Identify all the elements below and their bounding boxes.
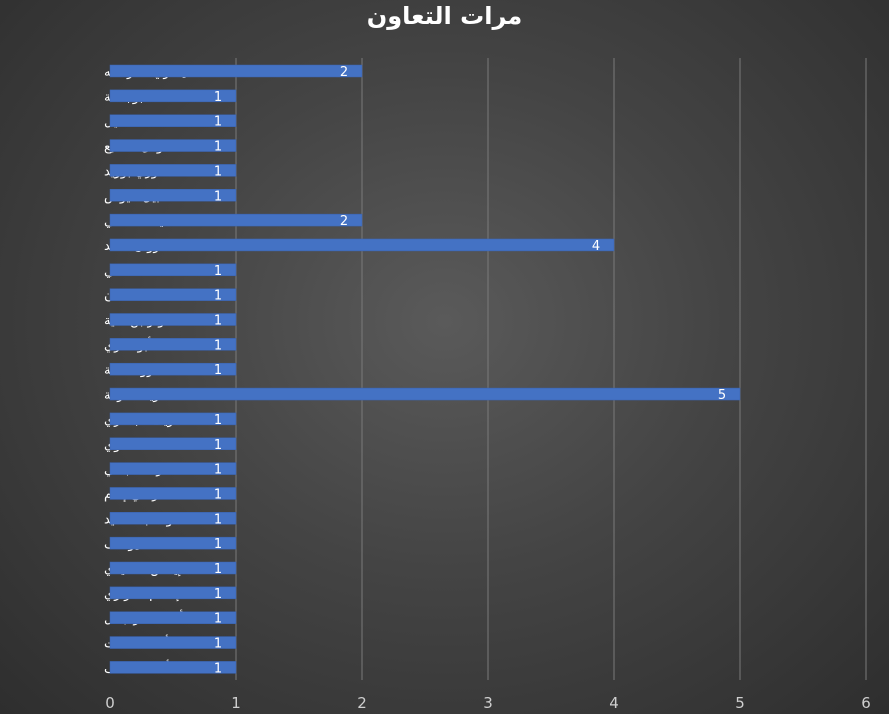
bar xyxy=(109,437,237,450)
data-label: 1 xyxy=(214,413,222,428)
x-tick-label: 0 xyxy=(105,694,115,712)
data-label: 1 xyxy=(214,612,222,627)
x-tick-label: 5 xyxy=(735,694,745,712)
bar xyxy=(109,238,615,252)
x-tick-label: 1 xyxy=(231,694,241,712)
bar xyxy=(109,636,237,649)
bar xyxy=(109,536,237,550)
data-label: 1 xyxy=(214,587,222,602)
data-label: 1 xyxy=(214,463,222,478)
bar xyxy=(109,288,237,301)
bar xyxy=(109,189,237,202)
bar xyxy=(109,586,237,600)
data-label: 1 xyxy=(214,264,222,279)
x-tick-label: 2 xyxy=(357,694,367,712)
data-label: 1 xyxy=(214,90,222,105)
data-label: 1 xyxy=(214,338,222,353)
data-label: 1 xyxy=(214,537,222,552)
bar xyxy=(109,114,237,127)
bar xyxy=(109,487,237,500)
bar xyxy=(109,412,237,426)
bar xyxy=(109,164,237,177)
data-label: 1 xyxy=(214,562,222,577)
bar xyxy=(109,462,237,475)
bar xyxy=(109,139,237,152)
data-label: 1 xyxy=(214,289,222,304)
data-label: 1 xyxy=(214,512,222,527)
chart-title: مرات التعاون xyxy=(366,2,523,30)
bar xyxy=(109,89,237,103)
data-label: 1 xyxy=(214,661,222,676)
data-label: 1 xyxy=(214,140,222,155)
bar xyxy=(109,64,363,78)
bar xyxy=(109,611,237,624)
data-label: 1 xyxy=(214,637,222,652)
data-label: 1 xyxy=(214,115,222,130)
x-tick-label: 6 xyxy=(861,694,871,712)
data-label: 1 xyxy=(214,363,222,378)
x-tick-label: 4 xyxy=(609,694,619,712)
x-tick-label: 3 xyxy=(483,694,493,712)
data-label: 1 xyxy=(214,189,222,204)
data-label: 5 xyxy=(718,388,726,403)
data-label: 1 xyxy=(214,487,222,502)
bar xyxy=(109,512,237,525)
data-label: 1 xyxy=(214,164,222,179)
data-label: 2 xyxy=(340,65,348,80)
bar xyxy=(109,313,237,326)
data-label: 2 xyxy=(340,214,348,229)
data-label: 1 xyxy=(214,438,222,453)
bar xyxy=(109,338,237,351)
bar xyxy=(109,561,237,575)
bar xyxy=(109,661,237,674)
data-label: 1 xyxy=(214,314,222,329)
bar xyxy=(109,387,741,401)
bar xyxy=(109,263,237,277)
data-label: 4 xyxy=(592,239,600,254)
bar xyxy=(109,213,363,227)
bar xyxy=(109,362,237,376)
